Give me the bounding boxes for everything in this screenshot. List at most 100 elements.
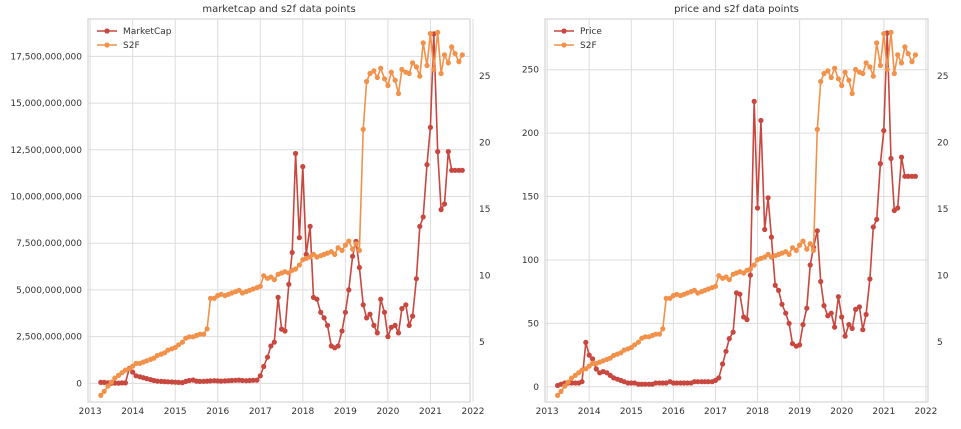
data-point [197,331,203,337]
data-point [176,342,182,348]
data-point [898,60,905,66]
data-point [839,314,845,320]
data-point [364,78,370,85]
data-point [800,322,806,328]
data-point [438,70,444,77]
data-point [783,310,789,316]
data-point [385,82,391,89]
data-point [853,306,859,312]
data-point [586,352,592,358]
data-point [653,380,659,386]
data-point [804,305,810,311]
data-point [768,234,775,240]
x-tick-label: 2015 [164,407,187,417]
data-point [339,247,345,253]
data-point [776,287,782,293]
data-point [346,287,352,293]
data-point [810,247,817,253]
x-tick-label: 2013 [536,407,559,417]
data-point [877,161,884,167]
plot-area [544,18,929,403]
data-point [828,310,834,316]
data-point [737,291,743,297]
data-point [842,69,848,75]
data-point [420,40,426,46]
data-point [849,90,855,97]
data-point [257,283,263,289]
data-point [424,162,430,168]
data-point [789,245,796,251]
data-point [853,66,859,73]
data-point [656,331,663,337]
data-point [371,322,377,328]
data-point [410,60,416,66]
data-point [406,70,412,77]
data-point [261,363,267,370]
y-tick-label: 0 [533,383,539,393]
data-point [793,247,799,253]
data-point [360,126,366,132]
data-point [895,205,901,211]
data-point [201,331,207,337]
data-point [388,69,394,75]
series-s2f [98,29,465,398]
data-point [807,262,813,268]
data-point [395,90,402,97]
data-point [881,128,887,134]
data-point [218,291,224,297]
data-point [264,354,271,360]
data-point [293,266,299,272]
data-point [165,379,171,385]
data-point [154,378,160,384]
data-point [378,296,384,302]
data-point [825,68,831,74]
data-point [261,273,267,279]
data-point [257,373,263,379]
data-point [282,328,288,334]
data-point [867,276,873,282]
data-point [424,62,430,69]
data-point [364,315,370,321]
data-point [417,73,423,79]
data-point [818,78,824,85]
data-point [856,304,863,310]
data-point [635,339,642,345]
data-point [590,360,596,366]
data-point [105,383,111,389]
data-point [786,251,792,257]
data-point [874,40,880,46]
data-point [130,369,136,375]
data-point [413,64,419,70]
data-point [101,379,107,385]
data-point [797,242,803,248]
data-point [176,379,182,385]
data-point [579,379,585,385]
data-point [289,249,295,256]
data-point [726,336,732,342]
grid [545,19,928,402]
data-point [818,278,824,285]
y-tick-label: 100 [522,256,539,266]
y2-tick-label: 15 [937,205,948,215]
x-tick-label: 2014 [578,407,601,417]
data-point [558,388,564,394]
plot-area [87,18,471,403]
data-point [324,322,331,328]
data-point [122,367,128,373]
chart-title: price and s2f data points [674,4,799,15]
data-point [653,331,659,337]
legend-marker [561,28,567,34]
chart-1: 2013 2014 2015 2016 2017 2018 2019 2020 2021 2022… [10,4,490,417]
data-point [895,52,901,58]
data-point [112,375,118,381]
data-point [593,366,599,372]
data-point [108,379,114,385]
data-point [828,74,834,81]
data-point [179,339,185,345]
data-point [804,246,810,252]
data-point [874,216,880,222]
data-point [720,361,726,367]
legend-marker [104,28,110,34]
x-tick-label: 2017 [249,407,272,417]
data-point [716,273,722,279]
